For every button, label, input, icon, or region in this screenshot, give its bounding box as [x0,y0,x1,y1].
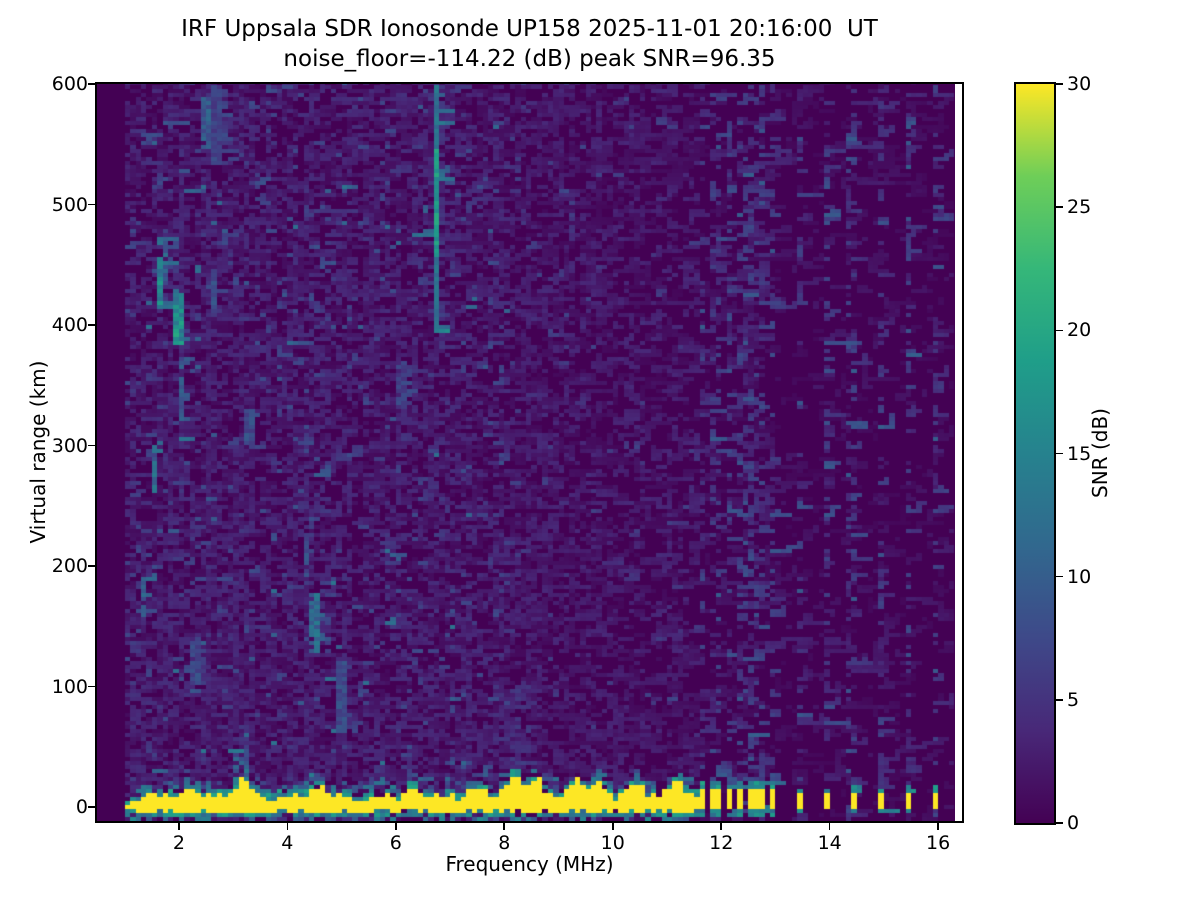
x-tick-label: 14 [817,832,842,854]
y-tick-label: 500 [51,193,88,216]
y-tick-label: 0 [75,796,88,819]
chart-title: IRF Uppsala SDR Ionosonde UP158 2025-11-… [181,16,878,42]
plot-area [95,82,964,823]
x-tick-mark [503,823,506,830]
y-tick-mark [88,565,95,567]
colorbar-gradient [1016,84,1054,823]
x-tick-mark [611,823,614,830]
x-tick-label: 2 [172,832,185,854]
colorbar [1014,82,1056,825]
y-tick-label: 400 [51,314,88,336]
y-tick-mark [88,444,95,447]
colorbar-tick-label: 5 [1067,688,1080,711]
colorbar-tick-mark [1056,575,1063,578]
y-tick-mark [88,806,95,808]
y-tick-label: 600 [51,73,88,95]
colorbar-tick-label: 30 [1067,73,1092,95]
x-axis-label: Frequency (MHz) [445,852,614,876]
x-tick-label: 10 [600,832,625,854]
x-tick-label: 12 [709,832,734,854]
y-tick-label: 200 [51,555,88,577]
x-tick-label: 6 [389,832,402,854]
colorbar-tick-label: 20 [1067,319,1092,342]
colorbar-tick-mark [1056,206,1063,208]
colorbar-tick-label: 25 [1067,196,1092,219]
colorbar-tick-mark [1056,329,1063,332]
y-tick-label: 300 [51,434,88,457]
colorbar-tick-mark [1056,452,1063,455]
colorbar-tick-mark [1056,822,1063,824]
y-tick-mark [88,83,95,85]
x-tick-mark [937,823,939,830]
x-tick-mark [395,823,397,830]
ionogram-heatmap [97,84,955,821]
colorbar-tick-label: 15 [1067,442,1092,465]
y-tick-mark [88,203,95,206]
x-tick-mark [178,823,180,830]
y-tick-mark [88,685,95,688]
x-tick-mark [286,823,289,830]
colorbar-tick-mark [1056,699,1063,701]
y-tick-label: 100 [51,675,88,698]
x-tick-mark [720,823,722,830]
colorbar-tick-label: 0 [1067,812,1080,834]
x-tick-mark [828,823,831,830]
colorbar-tick-label: 10 [1067,565,1092,588]
x-tick-label: 4 [281,832,294,854]
chart-subtitle: noise_floor=-114.22 (dB) peak SNR=96.35 [283,46,776,72]
x-tick-label: 16 [926,832,951,854]
y-tick-mark [88,324,95,326]
colorbar-tick-mark [1056,83,1063,85]
x-tick-label: 8 [498,832,511,854]
